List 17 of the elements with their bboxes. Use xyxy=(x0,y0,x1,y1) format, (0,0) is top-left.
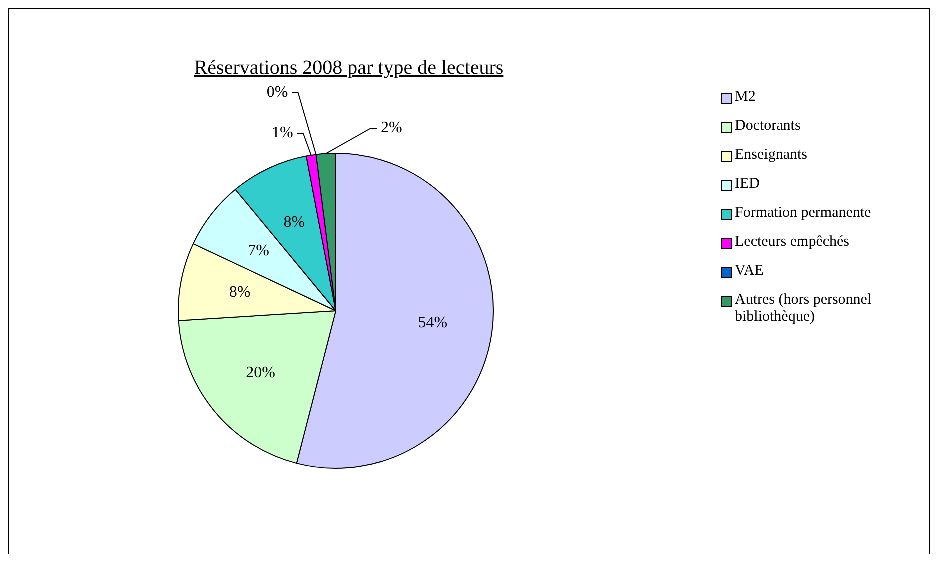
data-label: 20% xyxy=(246,364,276,382)
legend-label: Lecteurs empêchés xyxy=(735,234,851,251)
data-label: 8% xyxy=(229,284,251,301)
legend-label: IED xyxy=(735,176,761,193)
legend-label: VAE xyxy=(735,263,765,280)
data-label: 1% xyxy=(272,124,294,142)
data-label: 2% xyxy=(381,120,402,137)
chart-title: Réservations 2008 par type de lecteurs xyxy=(193,57,505,80)
legend-label: Enseignants xyxy=(735,147,808,164)
data-label: 7% xyxy=(248,242,270,260)
legend-label: Doctorants xyxy=(735,118,802,135)
data-label: 8% xyxy=(284,214,306,231)
legend-label: M2 xyxy=(735,89,757,106)
legend-label: Autres (hors personnel bibliothèque) xyxy=(735,292,873,326)
legend-label: Formation permanente xyxy=(735,205,872,222)
data-label: 54% xyxy=(418,314,448,332)
text: 0% xyxy=(266,84,288,101)
